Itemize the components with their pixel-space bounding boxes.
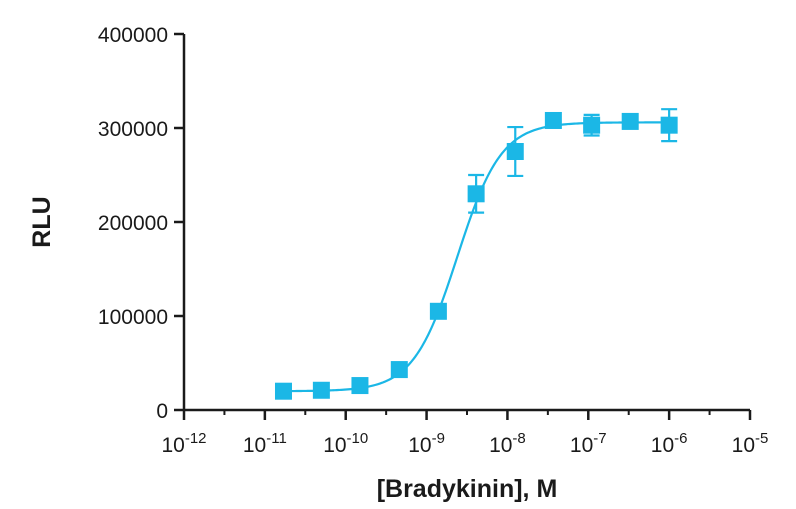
data-point-marker [467, 185, 485, 203]
y-ticks: 0 100000 200000 300000 400000 [98, 24, 184, 423]
x-axis-title: [Bradykinin], M [377, 475, 558, 503]
data-point-marker [390, 361, 408, 379]
x-tick-label: 10-7 [570, 430, 607, 457]
x-tick-label: 10-10 [323, 430, 368, 457]
y-axis: 0 100000 200000 300000 400000 [98, 24, 186, 423]
fit-curve [283, 121, 670, 393]
y-tick-label: 0 [156, 400, 168, 423]
error-bars [275, 108, 678, 397]
x-tick-label: 10-6 [651, 430, 688, 457]
data-point-marker [351, 377, 369, 395]
data-point-marker [429, 302, 447, 320]
y-axis-title: RLU [28, 196, 56, 247]
x-tick-label: 10-12 [161, 430, 206, 457]
y-tick-label: 400000 [98, 24, 168, 47]
x-tick-label: 10-5 [732, 430, 769, 457]
data-point-marker [583, 116, 601, 134]
y-tick-label: 300000 [98, 118, 168, 141]
x-tick-label: 10-9 [408, 430, 445, 457]
data-point-marker [274, 382, 292, 400]
x-ticks: 10-12 10-11 10-10 10-9 10-8 10-7 10-6 10-5 [161, 410, 768, 457]
y-tick-label: 200000 [98, 212, 168, 235]
data-point-marker [506, 143, 524, 160]
x-tick-label: 10-11 [243, 430, 287, 457]
x-axis: 10-12 10-11 10-10 10-9 10-8 10-7 10-6 10-5 [161, 408, 768, 457]
data-point-marker [544, 111, 562, 129]
y-tick-label: 100000 [98, 306, 168, 329]
data-point-marker [660, 116, 678, 134]
data-point-marker [621, 112, 639, 130]
x-tick-label: 10-8 [489, 430, 526, 457]
data-markers [274, 111, 678, 400]
data-point-marker [312, 381, 330, 399]
